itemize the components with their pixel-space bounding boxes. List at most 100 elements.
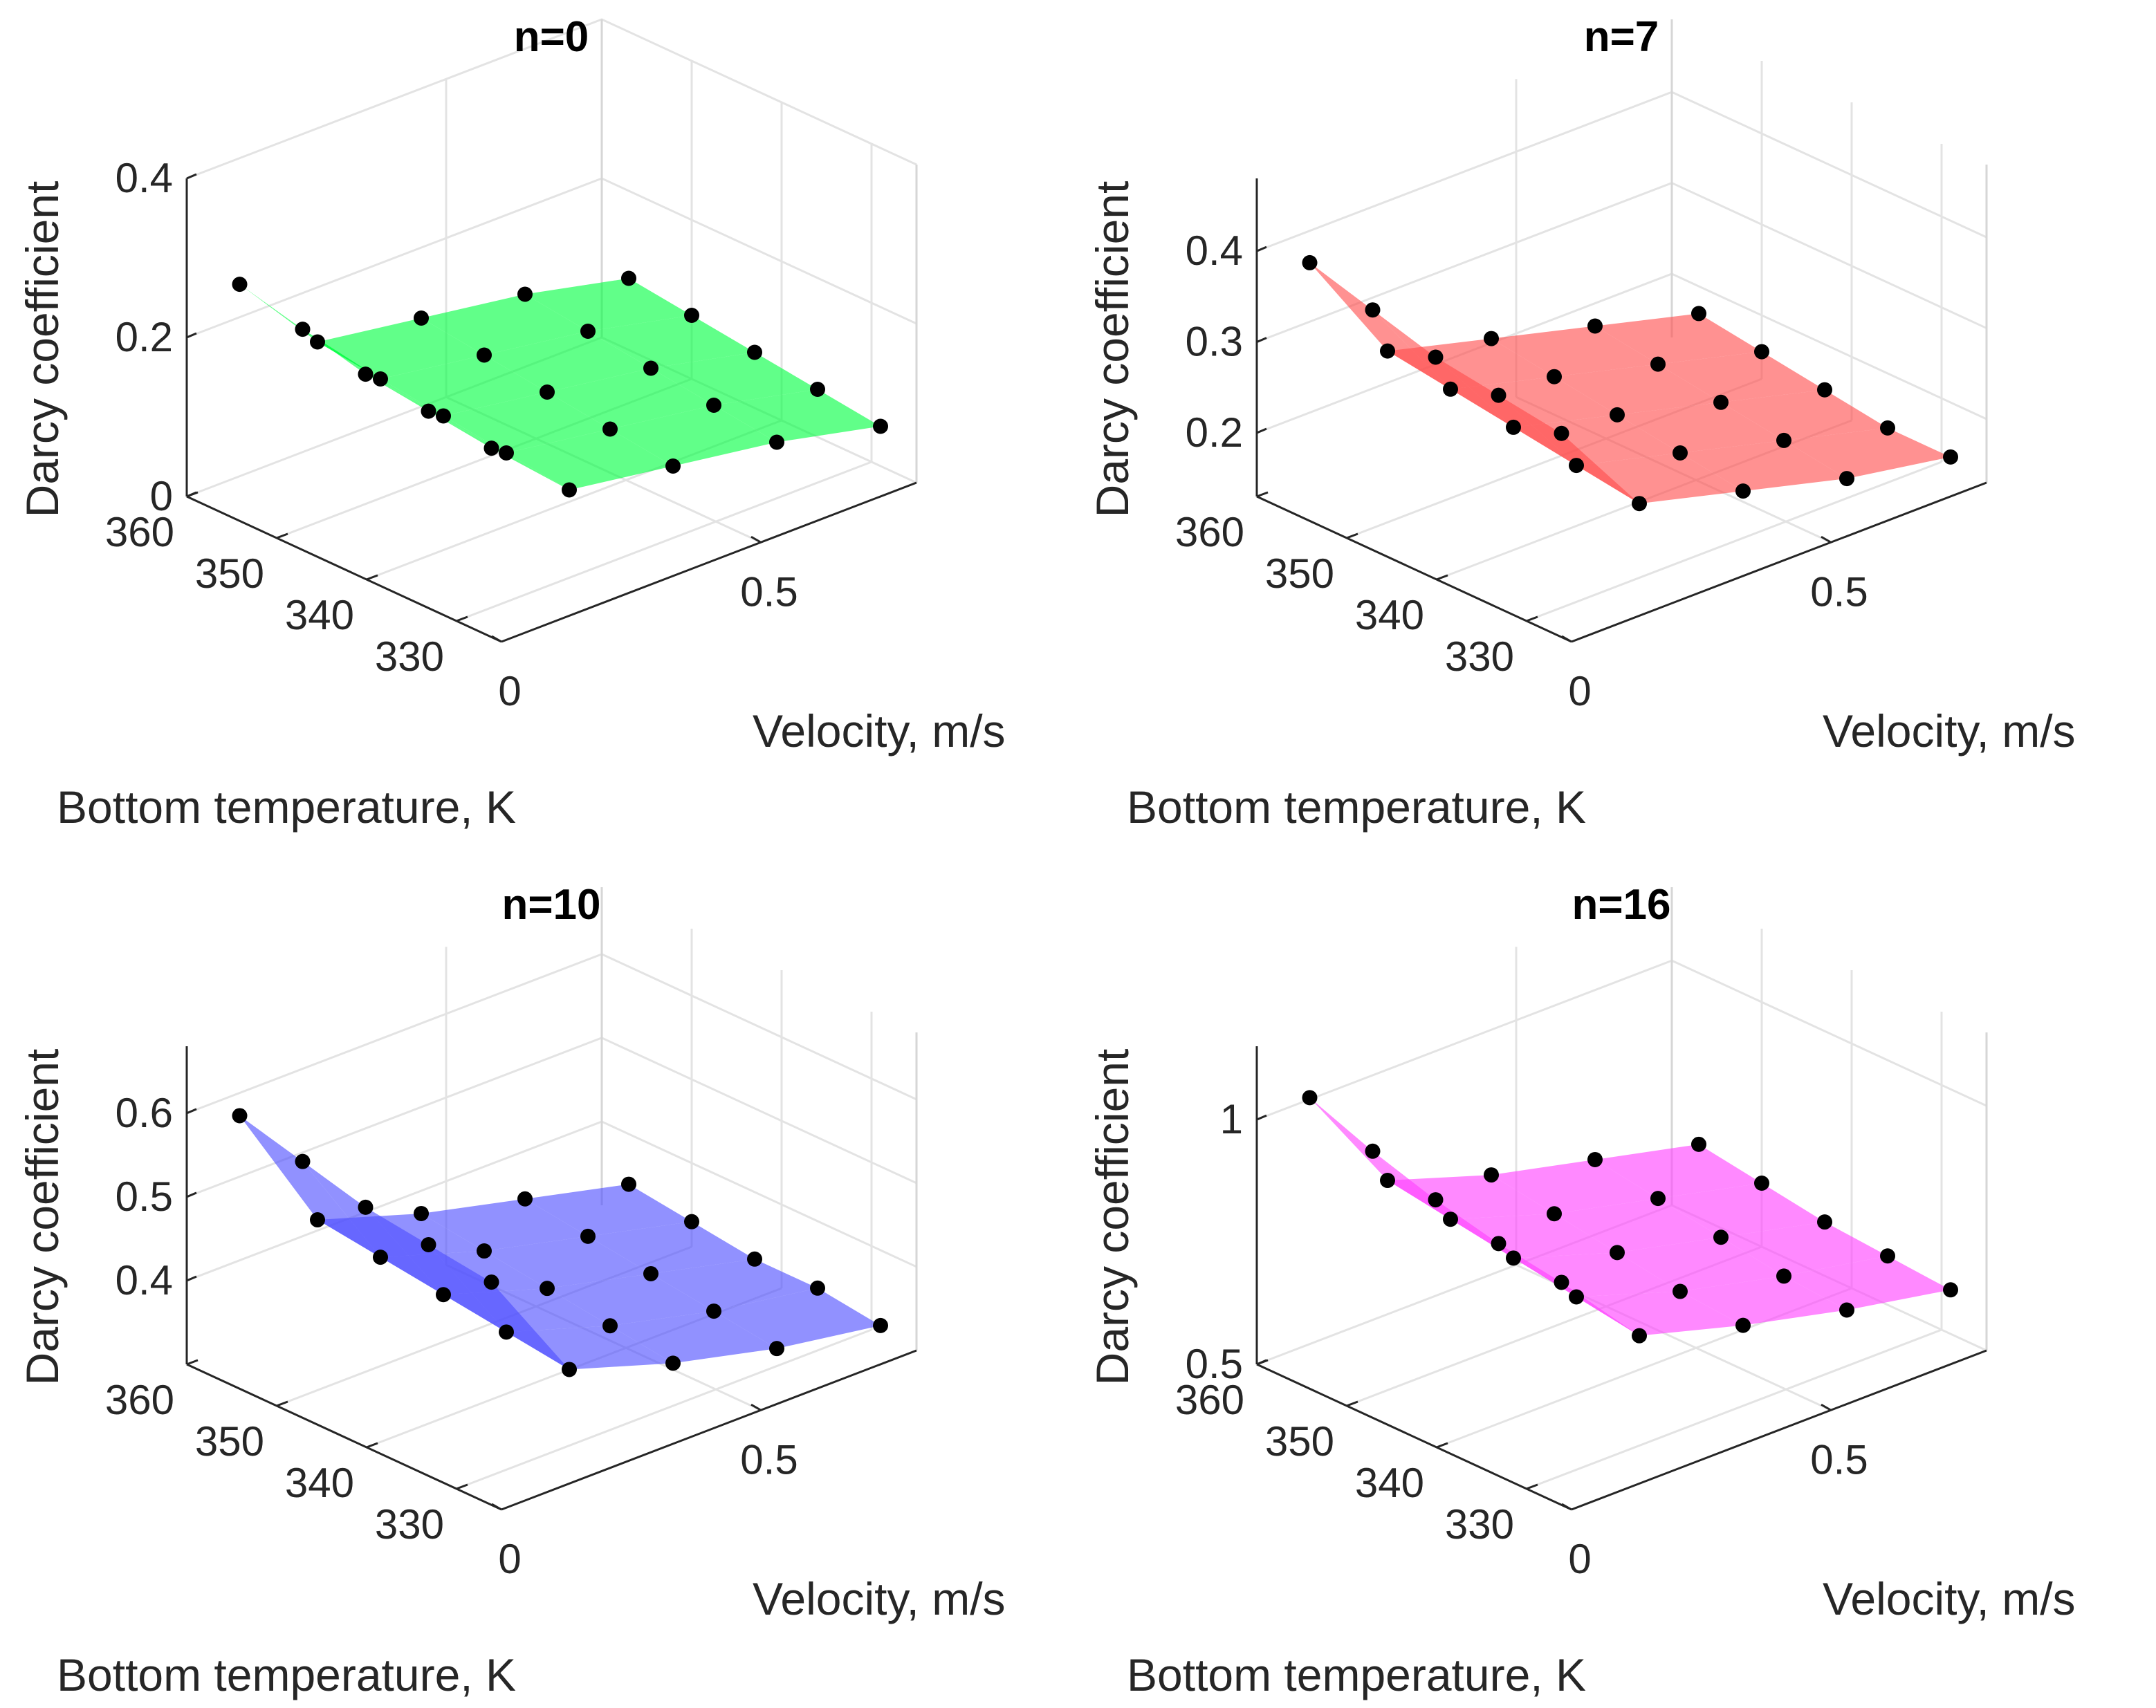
data-point — [1428, 1192, 1444, 1208]
plot-title: n=16 — [1572, 881, 1670, 929]
data-point — [421, 403, 436, 419]
y-axis-line — [1571, 1349, 1987, 1511]
x-tick-mark — [456, 1483, 468, 1490]
data-point — [1365, 1143, 1381, 1159]
surface-patch — [1658, 1183, 1825, 1238]
data-point — [540, 1281, 555, 1297]
data-point — [1380, 1173, 1395, 1189]
x-axis-label: Bottom temperature, K — [1127, 781, 1586, 833]
data-point — [517, 1191, 533, 1207]
data-point — [602, 1318, 618, 1334]
surface-patch — [651, 352, 818, 405]
y-tick-mark — [1821, 1403, 1832, 1411]
surface-patch — [1388, 1175, 1554, 1220]
z-tick-label: 0.4 — [116, 155, 173, 201]
data-point — [1443, 1212, 1458, 1227]
x-tick-label: 350 — [1265, 550, 1334, 597]
surface-patch — [1595, 313, 1762, 364]
y-tick-mark — [750, 535, 762, 544]
surface-patch — [1595, 1144, 1762, 1199]
data-point — [747, 344, 762, 360]
data-point — [358, 366, 374, 382]
y-tick-mark — [1561, 1503, 1572, 1511]
surface-patch — [588, 1221, 755, 1274]
data-point — [1380, 343, 1395, 359]
x-tick-mark — [186, 491, 199, 498]
y-axis-label: Velocity, m/s — [753, 705, 1006, 756]
y-tick-mark — [1561, 635, 1572, 643]
data-point — [1610, 407, 1625, 423]
surface-patch — [610, 1311, 777, 1364]
y-axis-line — [501, 1349, 917, 1511]
x-tick-mark — [1256, 1359, 1269, 1366]
data-point — [477, 347, 492, 363]
surface-patch — [506, 1326, 673, 1370]
data-point — [873, 418, 888, 434]
data-point — [1839, 471, 1854, 487]
data-point — [421, 1236, 436, 1252]
subplot-n7: 0.2 0.3 0.4 360 350 340 330 0 0.5 n=7 Darcy coef… — [1087, 13, 2076, 833]
data-point — [1713, 394, 1729, 410]
data-point — [1735, 1317, 1751, 1333]
z-tick-label: 0.5 — [1186, 1341, 1243, 1387]
surface-patch — [365, 374, 506, 453]
surface-patch — [380, 355, 547, 416]
x-axis-line — [1256, 495, 1572, 643]
x-tick-mark — [1346, 1400, 1358, 1407]
x-tick-label: 340 — [285, 592, 354, 638]
data-point — [873, 1317, 888, 1333]
data-point — [373, 1250, 388, 1265]
surface-patch — [1721, 389, 1888, 440]
surface-patch — [1450, 1214, 1617, 1259]
z-tick-label: 0.2 — [116, 314, 173, 360]
subplot-n16: 0.5 1 360 350 340 330 0 0.5 n=16 Darcy coeffici… — [1087, 881, 2076, 1700]
data-point — [1491, 387, 1507, 403]
z-tick-label: 1 — [1220, 1096, 1243, 1142]
surface-patch — [1450, 376, 1617, 427]
data-point — [1547, 369, 1562, 384]
data-point — [1776, 1268, 1791, 1284]
y-tick-label: 0.5 — [1810, 568, 1868, 615]
z-tick-label: 0.4 — [116, 1257, 173, 1303]
data-point — [414, 1205, 429, 1221]
x-tick-mark — [1526, 615, 1538, 622]
y-tick-mark — [491, 1503, 502, 1511]
data-point — [684, 308, 699, 323]
z-tick-mark — [186, 332, 197, 339]
data-point — [483, 440, 499, 456]
data-point — [706, 1303, 721, 1319]
x-tick-label: 340 — [1355, 1460, 1424, 1506]
y-tick-label: 0 — [498, 668, 521, 714]
surface-patch — [547, 1273, 714, 1326]
subplot-n0: 0 0.2 0.4 360 350 340 330 0 0.5 n=0 Darcy coeffi… — [17, 13, 1006, 833]
data-point — [621, 1176, 636, 1192]
data-point — [621, 270, 636, 286]
data-point — [436, 408, 451, 424]
data-point — [1817, 1214, 1832, 1230]
data-point — [1547, 1206, 1562, 1222]
data-point — [769, 434, 784, 450]
y-axis-line — [501, 481, 917, 643]
surface-patch — [1554, 364, 1721, 415]
surface-patch — [1784, 427, 1951, 479]
z-tick-mark — [1256, 245, 1267, 252]
data-point — [602, 421, 618, 437]
data-point — [1506, 419, 1521, 435]
data-point — [1817, 382, 1832, 398]
surface-patch — [588, 315, 755, 369]
x-tick-label: 360 — [105, 509, 174, 555]
surface-patch — [525, 1184, 692, 1236]
data-point — [706, 398, 721, 413]
data-point — [1650, 356, 1666, 372]
data-point — [1587, 318, 1603, 334]
data-point — [1554, 425, 1569, 441]
data-point — [1554, 1274, 1569, 1290]
data-point — [310, 334, 325, 350]
surface-patch — [547, 368, 714, 429]
surface-patch — [506, 429, 673, 490]
x-tick-mark — [1256, 491, 1269, 498]
data-point — [1302, 1090, 1318, 1106]
data-point — [232, 1108, 248, 1124]
data-point — [1428, 349, 1444, 365]
data-point — [517, 286, 533, 302]
